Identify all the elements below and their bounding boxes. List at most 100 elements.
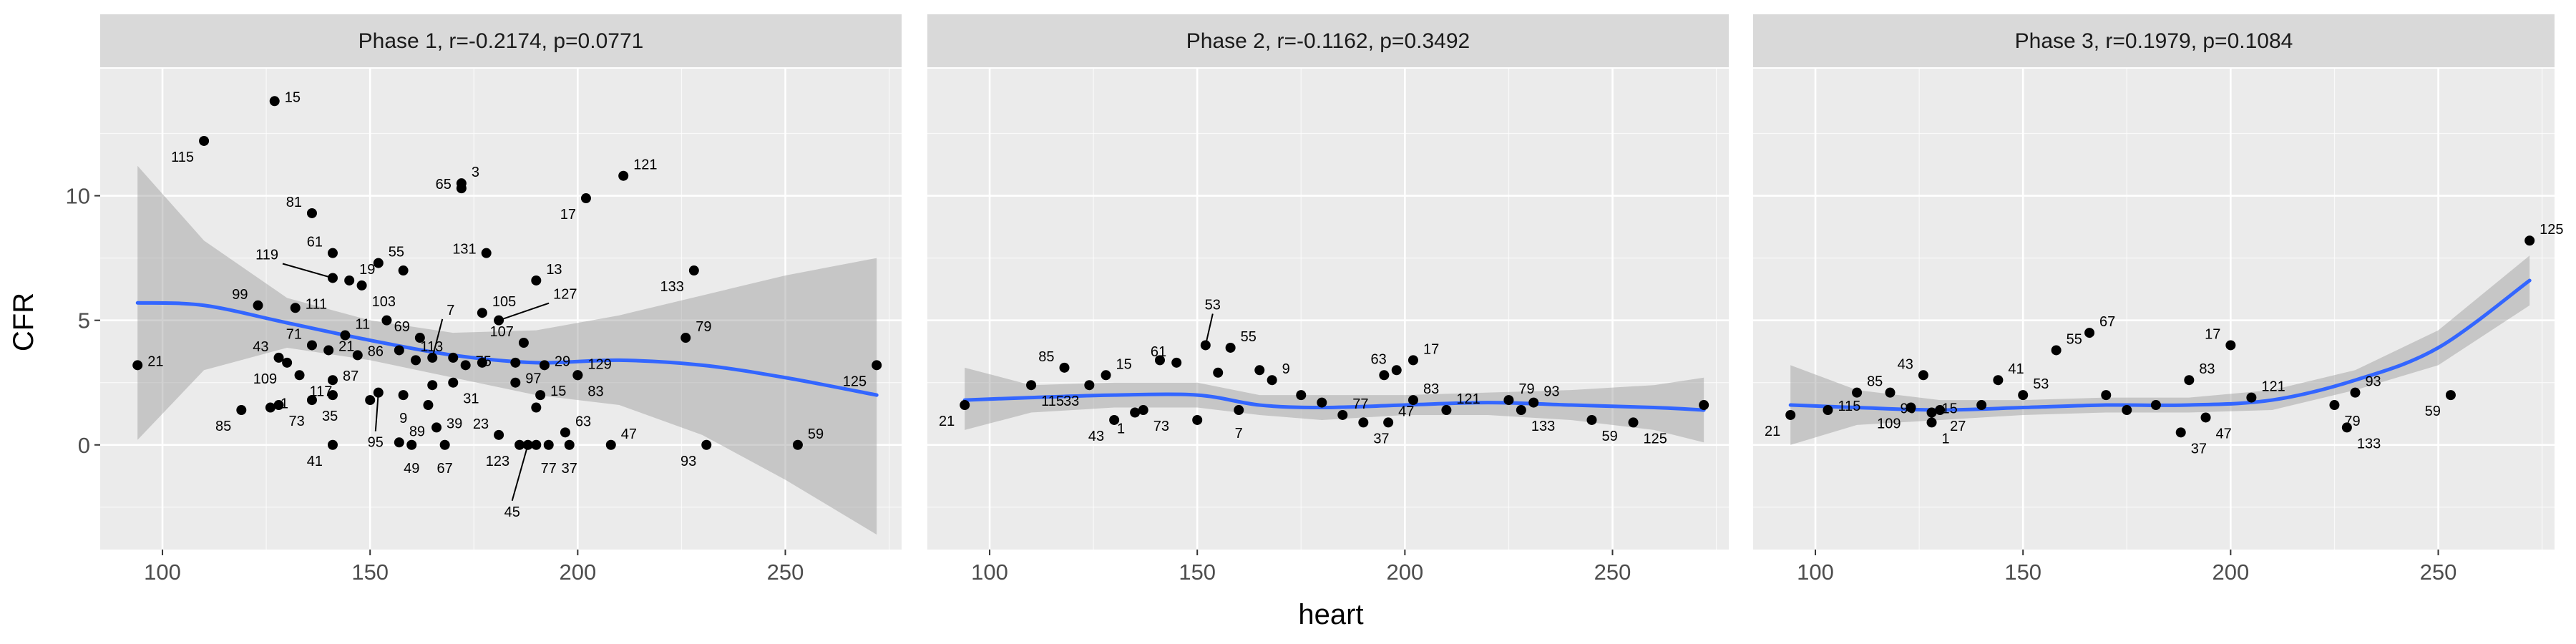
point-label: 87 xyxy=(343,369,358,384)
point-label: 93 xyxy=(680,454,696,469)
point-label: 55 xyxy=(1241,329,1257,345)
data-point xyxy=(1852,387,1863,398)
point-label: 15 xyxy=(550,384,566,399)
data-point xyxy=(1935,405,1946,416)
data-point xyxy=(1383,417,1394,428)
point-label: 1 xyxy=(280,396,288,412)
data-point xyxy=(792,439,803,450)
point-label: 133 xyxy=(660,279,683,295)
point-label: 83 xyxy=(2199,361,2215,377)
data-point xyxy=(481,248,492,258)
plot-background xyxy=(1753,69,2555,550)
point-label: 63 xyxy=(575,414,591,429)
confidence-band xyxy=(137,165,877,535)
point-label: 129 xyxy=(587,356,611,372)
confidence-band xyxy=(965,367,1704,443)
data-point xyxy=(1528,397,1539,408)
data-point xyxy=(1084,380,1095,391)
data-point xyxy=(1101,370,1111,381)
data-point xyxy=(1441,405,1452,416)
data-point xyxy=(2122,405,2132,416)
data-point xyxy=(2445,390,2456,401)
data-point xyxy=(356,280,367,291)
data-point xyxy=(1516,405,1526,416)
x-tick-label: 100 xyxy=(1797,560,1834,585)
point-label: 85 xyxy=(1867,374,1883,390)
data-point xyxy=(680,333,691,343)
data-point xyxy=(2329,400,2340,411)
y-axis-title: CFR xyxy=(8,293,39,351)
label-leader-line xyxy=(282,263,333,279)
point-label: 47 xyxy=(2216,426,2232,441)
data-point xyxy=(1192,414,1203,425)
point-label: 35 xyxy=(322,409,338,424)
point-label: 103 xyxy=(372,294,396,310)
data-point xyxy=(2524,235,2535,246)
point-label: 27 xyxy=(1950,419,1966,434)
point-label: 9 xyxy=(1282,361,1290,377)
point-label: 59 xyxy=(1601,429,1617,444)
data-point xyxy=(398,265,409,276)
data-point xyxy=(531,402,542,413)
data-point xyxy=(406,439,417,450)
data-point xyxy=(510,357,521,368)
point-label: 11 xyxy=(355,317,370,333)
y-tick-label: 0 xyxy=(78,433,90,458)
data-point xyxy=(132,360,143,371)
data-point xyxy=(327,390,338,401)
data-point xyxy=(1885,387,1896,398)
point-label: 7 xyxy=(447,303,454,318)
data-point xyxy=(2246,392,2257,403)
data-point xyxy=(1296,390,1307,401)
point-label: 31 xyxy=(463,391,479,407)
label-leader-line xyxy=(511,444,529,502)
point-label: 21 xyxy=(147,353,163,369)
data-point xyxy=(460,360,471,371)
data-point xyxy=(477,357,487,368)
data-point xyxy=(514,439,525,450)
point-label: 85 xyxy=(215,419,231,434)
point-label: 3 xyxy=(472,165,479,180)
data-point xyxy=(344,275,355,286)
data-point xyxy=(265,402,275,413)
point-label: 15 xyxy=(285,89,301,105)
point-label: 93 xyxy=(1543,384,1559,400)
data-point xyxy=(510,377,521,388)
data-point xyxy=(199,135,210,146)
data-point xyxy=(1976,400,1987,411)
data-point xyxy=(456,178,467,189)
point-label: 89 xyxy=(409,424,425,439)
data-point xyxy=(1926,417,1937,428)
x-tick-label: 150 xyxy=(2004,560,2041,585)
facet-strip-label: Phase 3, r=0.1979, p=0.1084 xyxy=(2015,29,2293,53)
point-label: 1 xyxy=(1117,421,1125,436)
point-label: 17 xyxy=(560,207,576,223)
point-label: 133 xyxy=(1531,419,1555,434)
point-label: 99 xyxy=(232,287,248,303)
data-point xyxy=(1391,365,1402,376)
facet-panel-1: Phase 1, r=-0.2174, p=0.0771211151581611… xyxy=(66,14,902,585)
point-label: 83 xyxy=(1423,381,1439,397)
x-tick-label: 250 xyxy=(1594,560,1631,585)
x-tick-label: 200 xyxy=(559,560,596,585)
data-point xyxy=(605,439,616,450)
point-label: 7 xyxy=(1235,426,1243,441)
data-point xyxy=(2101,390,2112,401)
data-point xyxy=(960,400,970,411)
point-label: 37 xyxy=(562,461,577,477)
data-point xyxy=(448,377,459,388)
data-point xyxy=(535,390,546,401)
data-point xyxy=(560,427,570,438)
data-point xyxy=(1171,357,1182,368)
data-point xyxy=(477,308,487,318)
data-point xyxy=(572,370,583,381)
data-point xyxy=(327,439,338,450)
facet-strip xyxy=(100,14,902,67)
data-point xyxy=(1154,355,1165,366)
facet-strip xyxy=(1753,14,2555,67)
point-label: 63 xyxy=(1371,351,1387,367)
data-point xyxy=(273,352,284,363)
point-label: 121 xyxy=(1456,391,1480,407)
point-label: 61 xyxy=(1151,344,1166,360)
